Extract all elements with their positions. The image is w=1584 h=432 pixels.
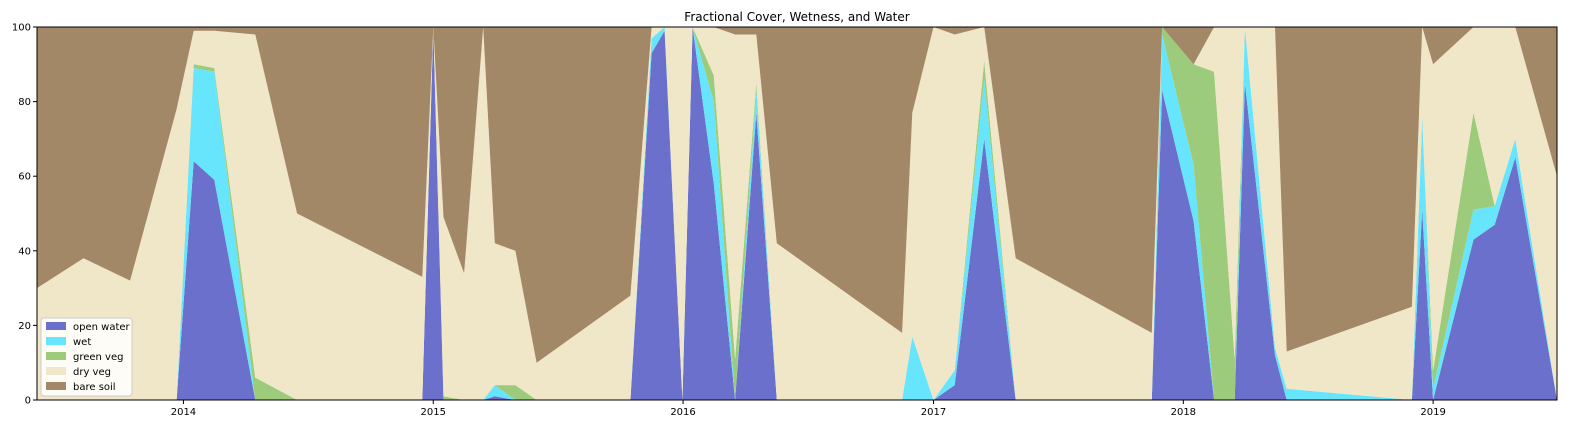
legend-label: open water [73,322,131,333]
legend-swatch [46,337,66,345]
area-bare-soil [37,27,1557,363]
legend-label: green veg [73,352,123,363]
legend-swatch [46,367,66,375]
x-tick-label: 2018 [1171,407,1196,418]
legend: open water wet green veg dry veg bare soil [40,317,133,397]
x-tick-label: 2014 [171,407,196,418]
x-axis: 2014 2015 2016 2017 2018 2019 [171,400,1446,418]
area-dry-veg [37,27,1557,400]
legend-label: bare soil [73,382,116,393]
area-open-water [37,27,1557,400]
stacked-areas [37,27,1557,400]
y-tick-label: 100 [12,23,31,34]
y-tick-label: 60 [18,172,31,183]
y-tick-label: 40 [18,246,31,257]
legend-label: wet [73,337,91,348]
legend-swatch [46,322,66,330]
legend-swatch [46,382,66,390]
y-tick-label: 20 [18,321,31,332]
x-tick-label: 2016 [670,407,695,418]
legend-swatch [46,352,66,360]
legend-label: dry veg [73,367,111,378]
area-wet [37,27,1557,400]
x-tick-label: 2015 [421,407,446,418]
x-tick-label: 2019 [1420,407,1445,418]
x-tick-label: 2017 [921,407,946,418]
plot-frame [36,26,1558,401]
y-tick-label: 80 [18,97,31,108]
y-axis: 0 20 40 60 80 100 [12,23,37,407]
chart-title: Fractional Cover, Wetness, and Water [684,10,909,24]
y-tick-label: 0 [25,396,31,407]
